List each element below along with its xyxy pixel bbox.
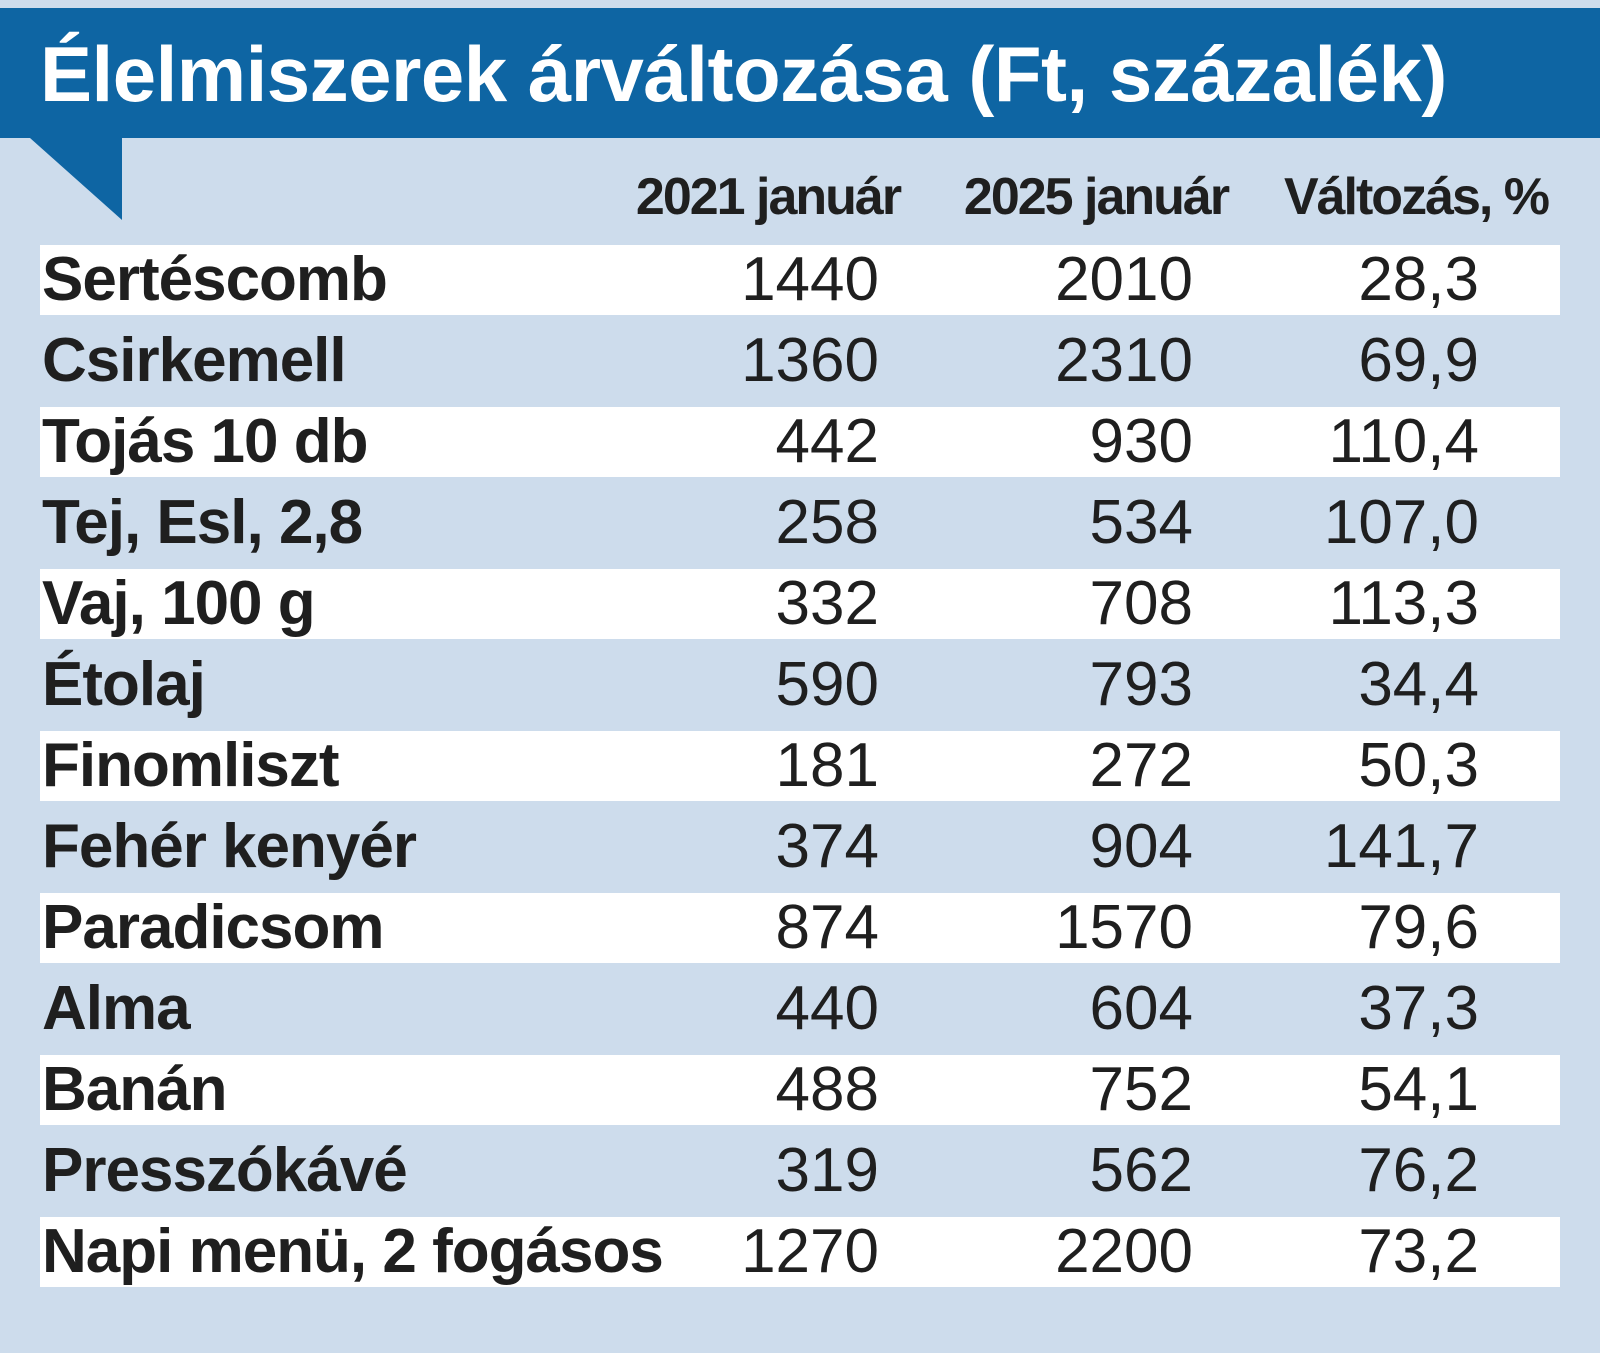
value-2021: 374	[775, 812, 879, 881]
row-name: Presszókávé	[42, 1136, 408, 1205]
row-name: Sertéscomb	[42, 245, 388, 314]
value-2021: 1270	[741, 1217, 879, 1286]
value-change-pct: 79,6	[1358, 893, 1479, 962]
value-2021: 590	[775, 650, 879, 719]
table-row: Alma 440 604 37,3	[40, 974, 1560, 1044]
value-2025: 752	[1089, 1055, 1193, 1124]
column-header-change: Változás, %	[1283, 168, 1550, 226]
table-row: Fehér kenyér 374 904 141,7	[40, 812, 1560, 882]
value-2021: 488	[775, 1055, 879, 1124]
table-row: Presszókávé 319 562 76,2	[40, 1136, 1560, 1206]
price-table: Sertéscomb 1440 2010 28,3 Csirkemell 1360 2310…	[40, 245, 1560, 1298]
value-2025: 2200	[1055, 1217, 1193, 1286]
table-row: Tej, Esl, 2,8 258 534 107,0	[40, 488, 1560, 558]
value-2025: 1570	[1055, 893, 1193, 962]
row-name: Tej, Esl, 2,8	[42, 488, 363, 557]
value-change-pct: 107,0	[1323, 488, 1479, 557]
value-change-pct: 69,9	[1358, 326, 1479, 395]
value-2025: 562	[1089, 1136, 1193, 1205]
value-2025: 2310	[1055, 326, 1193, 395]
value-change-pct: 76,2	[1358, 1136, 1479, 1205]
value-change-pct: 113,3	[1328, 569, 1479, 638]
table-row: Paradicsom 874 1570 79,6	[40, 893, 1560, 963]
row-name: Paradicsom	[42, 893, 385, 962]
row-name: Étolaj	[42, 650, 206, 719]
value-change-pct: 34,4	[1358, 650, 1479, 719]
value-2021: 442	[775, 407, 879, 476]
value-change-pct: 28,3	[1358, 245, 1479, 314]
chart-title: Élelmiszerek árváltozása (Ft, százalék)	[40, 30, 1447, 118]
value-2025: 904	[1089, 812, 1193, 881]
value-2021: 181	[775, 731, 879, 800]
table-row: Sertéscomb 1440 2010 28,3	[40, 245, 1560, 315]
value-2025: 272	[1089, 731, 1193, 800]
value-2025: 534	[1089, 488, 1193, 557]
value-2021: 319	[775, 1136, 879, 1205]
row-name: Finomliszt	[42, 731, 340, 800]
value-2025: 793	[1089, 650, 1193, 719]
value-change-pct: 54,1	[1358, 1055, 1479, 1124]
value-2021: 874	[775, 893, 879, 962]
title-bar: Élelmiszerek árváltozása (Ft, százalék)	[0, 8, 1600, 138]
value-change-pct: 73,2	[1358, 1217, 1479, 1286]
row-name: Csirkemell	[42, 326, 347, 395]
value-2021: 1360	[741, 326, 879, 395]
row-name: Fehér kenyér	[42, 812, 417, 881]
value-2025: 604	[1089, 974, 1193, 1043]
table-row: Tojás 10 db 442 930 110,4	[40, 407, 1560, 477]
value-2025: 930	[1089, 407, 1193, 476]
value-2025: 708	[1089, 569, 1193, 638]
table-row: Finomliszt 181 272 50,3	[40, 731, 1560, 801]
table-row: Csirkemell 1360 2310 69,9	[40, 326, 1560, 396]
value-change-pct: 50,3	[1358, 731, 1479, 800]
row-name: Vaj, 100 g	[42, 569, 316, 638]
row-name: Banán	[42, 1055, 227, 1124]
row-name: Alma	[42, 974, 191, 1043]
value-2021: 1440	[741, 245, 879, 314]
value-2021: 258	[775, 488, 879, 557]
row-name: Napi menü, 2 fogásos	[42, 1217, 664, 1286]
value-change-pct: 141,7	[1323, 812, 1479, 881]
value-change-pct: 110,4	[1328, 407, 1479, 476]
table-row: Napi menü, 2 fogásos 1270 2200 73,2	[40, 1217, 1560, 1287]
value-2025: 2010	[1055, 245, 1193, 314]
table-row: Vaj, 100 g 332 708 113,3	[40, 569, 1560, 639]
row-name: Tojás 10 db	[42, 407, 368, 476]
value-change-pct: 37,3	[1358, 974, 1479, 1043]
column-header-2025: 2025 január	[963, 168, 1230, 226]
value-2021: 332	[775, 569, 879, 638]
column-header-2021: 2021 január	[635, 168, 902, 226]
table-row: Banán 488 752 54,1	[40, 1055, 1560, 1125]
table-row: Étolaj 590 793 34,4	[40, 650, 1560, 720]
value-2021: 440	[775, 974, 879, 1043]
